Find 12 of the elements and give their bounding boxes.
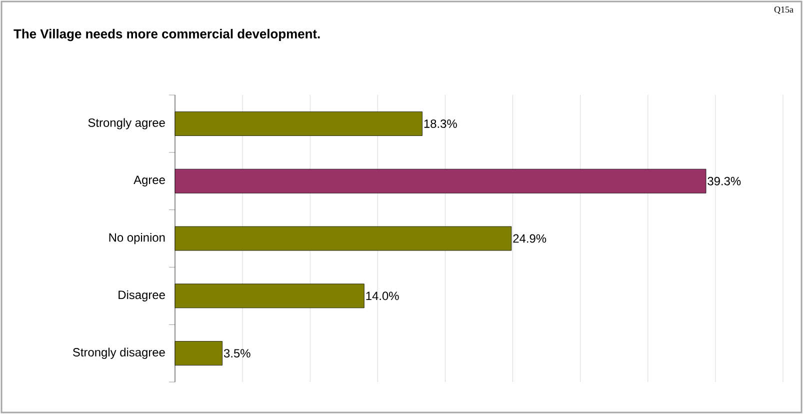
y-tick-label: Strongly disagree: [72, 348, 165, 359]
y-tick-label: Strongly agree: [88, 118, 165, 130]
data-label: 14.0%: [366, 292, 399, 300]
y-tick-label: No opinion: [109, 232, 165, 244]
y-tick-label: Agree: [134, 176, 165, 186]
data-label: 3.5%: [224, 349, 250, 358]
data-label: 18.3%: [424, 119, 457, 128]
data-label: 24.9%: [513, 234, 546, 243]
data-label: 39.3%: [708, 176, 741, 186]
chart-title: The Village needs more commercial development.: [14, 28, 320, 42]
y-tick-label: Disagree: [118, 290, 165, 302]
text: Q15a: [774, 6, 794, 14]
